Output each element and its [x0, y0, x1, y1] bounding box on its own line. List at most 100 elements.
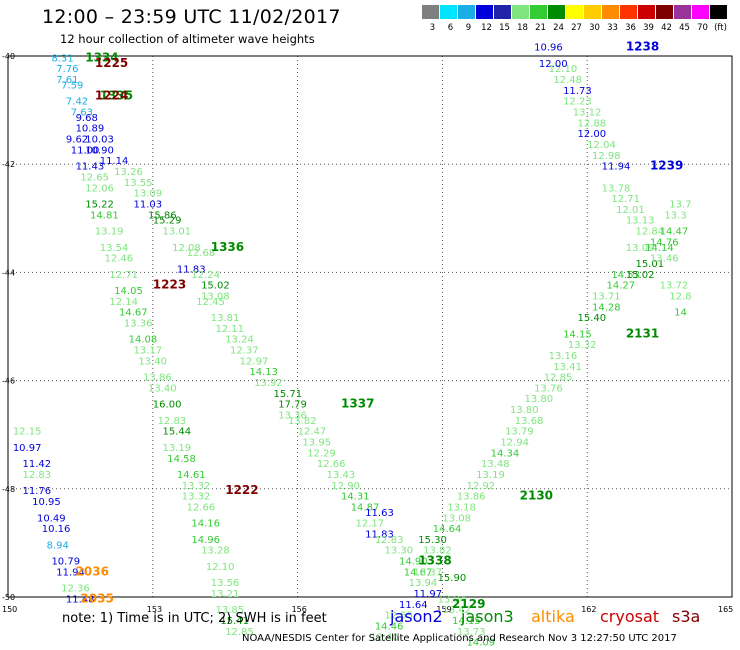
- wave-height-value: 15.40: [578, 313, 607, 324]
- wave-height-value: 13.43: [327, 470, 356, 481]
- y-tick-label: -40: [2, 52, 15, 61]
- color-swatch: [566, 5, 583, 19]
- wave-height-value: 7.59: [61, 80, 83, 91]
- wave-height-value: 13.7: [669, 199, 691, 210]
- wave-height-value: 14.96: [191, 535, 220, 546]
- wave-height-value: 14.13: [249, 367, 278, 378]
- legend-entry-altika: altika: [531, 607, 575, 626]
- wave-height-value: 12.04: [587, 140, 616, 151]
- wave-height-value: 11.00: [71, 145, 100, 156]
- wave-height-value: 11.64: [399, 600, 428, 611]
- wave-height-value: 12.24: [191, 270, 220, 281]
- pass-time-label: 1336: [211, 240, 244, 254]
- wave-height-value: 12.37: [230, 346, 259, 357]
- wave-height-value: 13.30: [384, 546, 413, 557]
- units-note: note: 1) Time is in UTC; 2) SWH is in fe…: [62, 611, 327, 626]
- wave-height-value: 13.55: [124, 178, 153, 189]
- wave-height-value: 12.29: [307, 448, 336, 459]
- color-scale-label: (ft): [714, 23, 727, 33]
- wave-height-value: 12.23: [563, 97, 592, 108]
- wave-height-value: 13.76: [534, 383, 563, 394]
- wave-height-value: 13.19: [476, 470, 505, 481]
- wave-height-value: 12.92: [467, 481, 496, 492]
- wave-height-value: 9.68: [76, 113, 98, 124]
- wave-height-value: 14.76: [650, 237, 679, 248]
- pass-time-label: 1335: [100, 88, 133, 102]
- color-scale-label: 12: [481, 23, 492, 33]
- color-swatch: [584, 5, 601, 19]
- pass-time-label: 2129: [452, 597, 485, 611]
- color-swatch: [440, 5, 457, 19]
- color-swatch: [674, 5, 691, 19]
- pass-time-label: 1239: [650, 159, 683, 173]
- wave-height-value: 13.01: [162, 227, 191, 238]
- wave-height-value: 16.00: [153, 400, 182, 411]
- wave-height-value: 13.28: [201, 546, 230, 557]
- wave-height-value: 13.17: [133, 346, 162, 357]
- wave-height-value: 11.94: [602, 162, 631, 173]
- wave-height-value: 12.00: [539, 59, 568, 70]
- color-scale-label: 24: [553, 23, 564, 33]
- wave-height-value: 11.48: [66, 594, 95, 605]
- wave-height-value: 13.40: [138, 356, 167, 367]
- wave-height-value: 14.64: [433, 524, 462, 535]
- wave-height-value: 10.95: [32, 497, 61, 508]
- wave-height-value: 15.02: [626, 270, 655, 281]
- wave-height-value: 13.81: [211, 313, 240, 324]
- wave-height-value: 13.80: [510, 405, 539, 416]
- wave-height-value: 13.82: [288, 416, 317, 427]
- credit-footer: NOAA/NESDIS Center for Satellite Applica…: [242, 633, 677, 644]
- pass-time-label: 1337: [341, 397, 374, 411]
- wave-height-value: 10.16: [42, 524, 71, 535]
- wave-height-value: 12.10: [549, 64, 578, 75]
- color-swatch: [692, 5, 709, 19]
- wave-height-value: 12.01: [616, 205, 645, 216]
- wave-height-value: 10.89: [76, 124, 105, 135]
- wave-height-value: 12.97: [240, 356, 269, 367]
- wave-height-value: 10.03: [85, 135, 114, 146]
- wave-height-value: 12.06: [85, 183, 114, 194]
- wave-height-value: 13.32: [182, 481, 211, 492]
- wave-height-value: 13.46: [650, 254, 679, 265]
- wave-height-value: 13.12: [573, 108, 602, 119]
- wave-height-value: 12.85: [225, 627, 254, 638]
- wave-height-value: 13.94: [409, 578, 438, 589]
- wave-height-value: 13.72: [660, 281, 689, 292]
- wave-height-value: 10.97: [13, 443, 42, 454]
- color-scale-label: 45: [679, 23, 690, 33]
- wave-height-value: 13.19: [95, 227, 124, 238]
- wave-height-value: 12.45: [196, 297, 225, 308]
- pass-time-label: 2035: [80, 591, 113, 605]
- legend-entry-jason2: jason2: [390, 607, 443, 626]
- wave-height-value: 11.94: [56, 567, 85, 578]
- color-scale-label: 6: [447, 23, 454, 33]
- wave-height-value: 12.00: [578, 129, 607, 140]
- wave-height-value: 15.30: [418, 535, 447, 546]
- wave-height-value: 13.42: [442, 605, 471, 616]
- wave-height-value: 14.15: [563, 329, 592, 340]
- wave-height-value: 13.09: [133, 189, 162, 200]
- color-swatch: [458, 5, 475, 19]
- wave-height-value: 13.08: [201, 291, 230, 302]
- x-tick-label: 162: [581, 605, 596, 614]
- wave-height-value: 7.76: [56, 64, 78, 75]
- wave-height-value: 12.08: [172, 243, 201, 254]
- wave-height-value: 13.73: [457, 627, 486, 638]
- x-tick-label: 156: [292, 605, 307, 614]
- data-points: 8.317.767.617.597.427.639.6810.899.6210.…: [13, 43, 692, 649]
- wave-height-value: 11.42: [22, 459, 51, 470]
- wave-height-value: 14.09: [467, 638, 496, 649]
- color-scale-label: 30: [589, 23, 600, 33]
- wave-height-value: 11.76: [22, 486, 51, 497]
- x-tick-label: 153: [147, 605, 162, 614]
- wave-height-value: 13.16: [549, 351, 578, 362]
- wave-height-value: 13.21: [211, 589, 240, 600]
- pass-time-label: 2131: [626, 326, 659, 340]
- color-swatch: [422, 5, 439, 19]
- wave-height-value: 12.71: [611, 194, 640, 205]
- wave-height-value: 14.47: [660, 227, 689, 238]
- wave-height-value: 9.62: [66, 135, 88, 146]
- color-scale-label: 33: [607, 23, 618, 33]
- wave-height-value: 14.81: [90, 210, 119, 221]
